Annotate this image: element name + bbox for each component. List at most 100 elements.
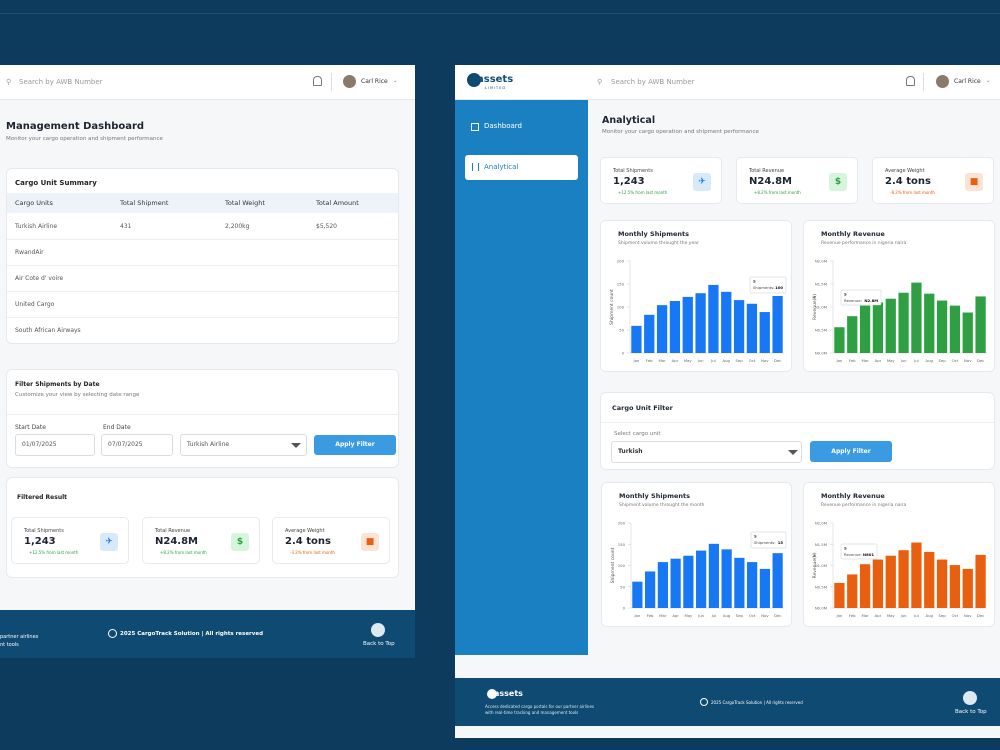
band	[0, 13, 1000, 14]
end-input[interactable]: 07/07/2025	[101, 434, 173, 456]
apply-button[interactable]: Apply Filter	[314, 435, 396, 455]
bar	[962, 568, 973, 608]
tooltip-label: Shipments:	[754, 540, 775, 545]
stat-change: +12.5% from last month	[29, 550, 79, 555]
chart: Monthly Shipments Shipment volume through…	[600, 220, 792, 372]
bar	[949, 565, 961, 608]
bar	[734, 557, 745, 608]
avatar[interactable]	[343, 75, 356, 88]
x-tick-label: May	[887, 613, 896, 618]
logo: assets	[477, 74, 514, 85]
unit-select[interactable]: Turkish Airline	[180, 434, 307, 456]
nav-item[interactable]: Analytical	[484, 163, 519, 171]
y-tick-label: N0.0M	[815, 351, 827, 356]
table-header	[7, 193, 398, 213]
x-tick-label: Nov	[761, 613, 769, 618]
search-icon: ⚲	[6, 78, 12, 86]
x-tick-label: Jun	[697, 358, 705, 363]
x-tick-label: Apr	[672, 613, 679, 618]
x-tick-label: Oct	[952, 613, 959, 618]
table-cell: Turkish Airline	[15, 223, 58, 230]
start-input[interactable]: 01/07/2025	[15, 434, 95, 456]
x-tick-label: May	[887, 358, 896, 363]
x-tick-label: Sep	[736, 613, 744, 618]
bar	[746, 303, 758, 353]
bar	[708, 543, 719, 608]
y-axis-label: Shipment count	[609, 289, 615, 325]
bar	[911, 542, 922, 608]
y-tick-label: N1.5M	[815, 542, 827, 547]
x-tick-label: Feb	[849, 613, 856, 618]
chart: Monthly Revenue Revenue performance in ni…	[803, 220, 995, 372]
y-tick-label: 200	[617, 259, 625, 264]
unit-select[interactable]: Turkish	[611, 441, 802, 463]
y-tick-label: 0	[622, 351, 625, 356]
search[interactable]: Search by AWB Number	[611, 78, 695, 86]
y-tick-label: N1.5M	[815, 282, 827, 287]
stat-card: Total Revenue N24.8M +8.2% from last month…	[736, 157, 858, 204]
tooltip-label: Revenue:	[844, 552, 862, 557]
end-label: End Date	[103, 424, 131, 431]
logo-sub: LIMITED	[485, 86, 507, 90]
search[interactable]: Search by AWB Number	[19, 78, 103, 86]
table-header-cell: Total Weight	[225, 199, 265, 207]
bar	[898, 550, 909, 608]
nav-item[interactable]: Dashboard	[484, 122, 522, 130]
title: Analytical	[602, 115, 656, 126]
stat-label: Average Weight	[885, 168, 925, 174]
bar	[656, 305, 668, 353]
x-tick-label: Apr	[672, 358, 679, 363]
stat-card: Total Revenue N24.8M +8.2% from last month…	[142, 517, 260, 564]
table-cell: Air Cote d' voire	[15, 275, 64, 282]
back-to-top[interactable]: Back to Top	[363, 641, 395, 647]
stat-value: N24.8M	[749, 176, 792, 187]
bell[interactable]	[313, 76, 322, 86]
back-icon[interactable]	[371, 623, 385, 637]
tagline: nt tools	[0, 642, 19, 648]
tooltip-title: S	[754, 534, 757, 539]
table-title: Cargo Unit Summary	[15, 179, 97, 187]
bar	[962, 312, 973, 353]
bar	[949, 305, 961, 353]
back-icon[interactable]	[963, 691, 977, 705]
tooltip-value: 100	[775, 285, 783, 290]
stat-cards: Total Shipments 1,243 +12.5% from last mon…	[600, 157, 1000, 205]
chart-subtitle: Shipment volume throught the year	[618, 240, 699, 246]
back-to-top[interactable]: Back to Top	[955, 709, 987, 715]
bar	[847, 574, 858, 608]
copyright: 2025 CargoTrack Solution | All rights re…	[120, 631, 264, 637]
separator	[601, 422, 994, 423]
footer: partner airlines nt tools 2025 CargoTrac…	[0, 610, 415, 658]
user[interactable]: Carl Rice	[361, 78, 388, 85]
avatar[interactable]	[936, 75, 949, 88]
bar	[644, 314, 655, 353]
stat-card: Total Shipments 1,243 +12.5% from last mon…	[11, 517, 129, 564]
bar	[721, 291, 732, 353]
y-axis-label: Revenue(₦)	[812, 294, 818, 320]
stat-label: Total Revenue	[155, 528, 191, 534]
apply-button[interactable]: Apply Filter	[810, 441, 892, 462]
tooltip	[840, 289, 882, 306]
caret[interactable]: ⌄	[986, 78, 991, 84]
bar	[669, 301, 681, 353]
caret[interactable]: ⌄	[393, 78, 398, 84]
bar	[683, 555, 694, 608]
x-tick-label: Jul	[913, 358, 919, 363]
stat-value: N24.8M	[155, 536, 198, 547]
row-line	[7, 317, 398, 318]
x-tick-label: Feb	[646, 358, 653, 363]
bar	[772, 553, 783, 608]
bar	[721, 549, 732, 608]
bar	[657, 562, 668, 608]
user[interactable]: Carl Rice	[954, 78, 981, 85]
nav-active[interactable]: Analytical	[465, 155, 578, 180]
x-tick-label: Apr	[875, 613, 882, 618]
filter-title: Cargo Unit Filter	[612, 404, 673, 412]
bell[interactable]	[906, 76, 915, 86]
bar	[911, 282, 922, 353]
stat-value: 2.4 tons	[285, 536, 331, 547]
y-tick-label: N2.0M	[815, 259, 827, 264]
x-tick-label: Dec	[774, 358, 781, 363]
y-tick-label: 150	[617, 282, 625, 287]
